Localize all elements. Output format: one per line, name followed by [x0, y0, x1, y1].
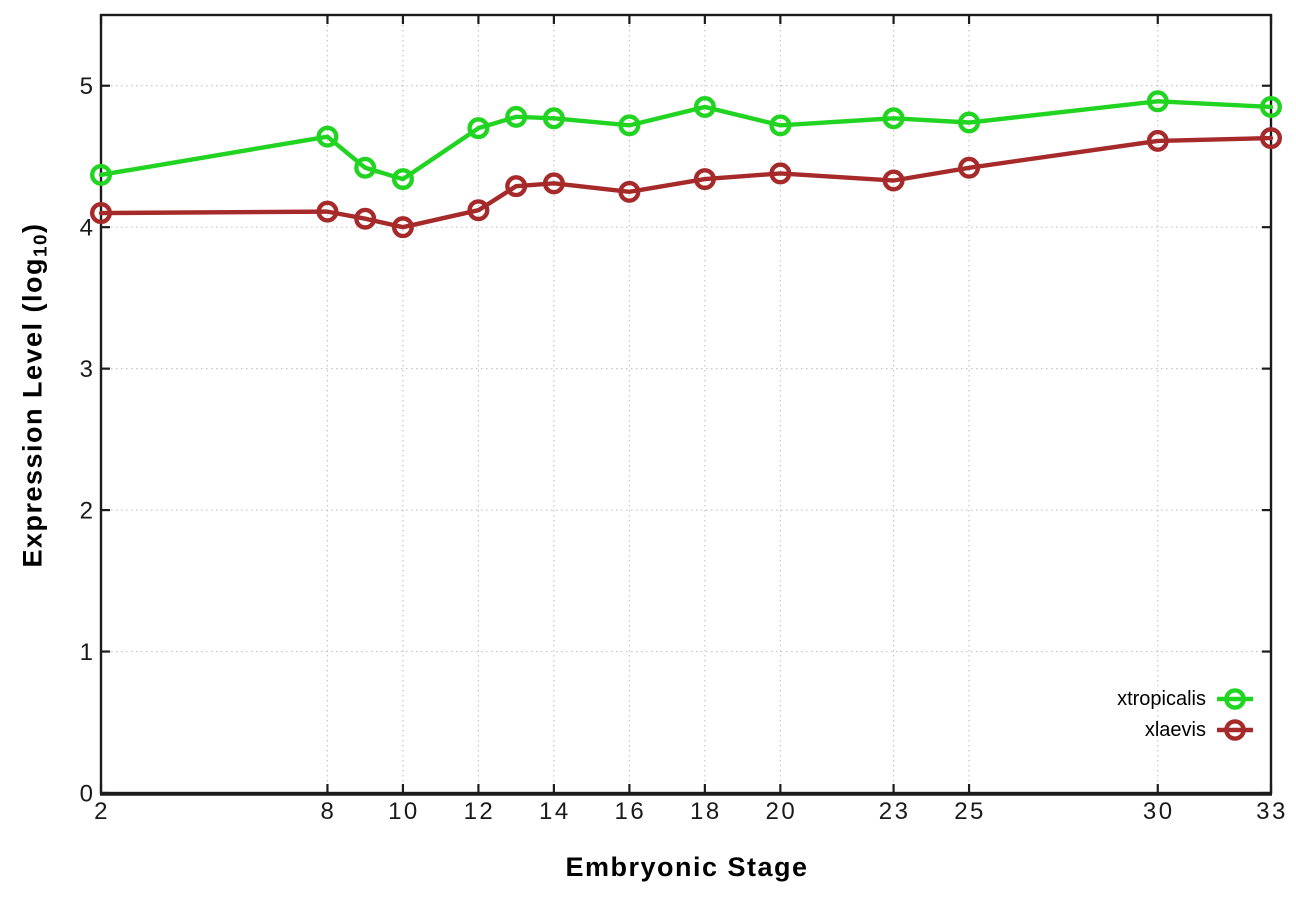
svg-text:0: 0 — [80, 781, 93, 808]
svg-text:4: 4 — [80, 215, 93, 242]
x-axis-label: Embryonic Stage — [565, 852, 809, 882]
plot-border — [99, 13, 1273, 795]
svg-text:10: 10 — [388, 798, 420, 825]
legend-label-xtropicalis: xtropicalis — [1117, 687, 1206, 710]
svg-text:3: 3 — [80, 356, 93, 383]
svg-text:1: 1 — [80, 639, 93, 666]
series-xlaevis — [89, 127, 1282, 239]
legend-item-xtropicalis: xtropicalis — [1117, 684, 1254, 714]
legend-label-xlaevis: xlaevis — [1144, 718, 1206, 741]
svg-text:33: 33 — [1256, 798, 1288, 825]
tick-marks — [99, 15, 1273, 795]
series-xtropicalis — [89, 90, 1282, 191]
svg-text:12: 12 — [464, 798, 496, 825]
svg-text:18: 18 — [690, 798, 722, 825]
svg-text:20: 20 — [766, 798, 798, 825]
svg-text:25: 25 — [954, 798, 986, 825]
y-tick-labels: 0 1 2 3 4 5 — [80, 73, 93, 807]
y-axis-label: Expression Level (log10) — [17, 222, 52, 568]
svg-text:5: 5 — [80, 73, 93, 100]
xtropicalis-line-marker-icon — [1217, 688, 1253, 710]
legend-item-xlaevis: xlaevis — [1145, 715, 1254, 745]
x-tick-labels: 2 8 10 12 14 16 18 20 23 25 30 33 — [94, 798, 1288, 825]
svg-text:16: 16 — [615, 798, 647, 825]
y-axis-label-close-paren: ) — [17, 222, 48, 233]
svg-text:2: 2 — [94, 798, 110, 825]
gridlines — [100, 15, 1272, 793]
svg-text:2: 2 — [80, 498, 93, 525]
y-axis-label-subscript: 10 — [30, 232, 52, 257]
xlaevis-line-marker-icon — [1217, 719, 1253, 741]
y-axis-label-text: Expression Level (log — [17, 256, 48, 568]
svg-text:8: 8 — [321, 798, 337, 825]
svg-text:14: 14 — [539, 798, 571, 825]
svg-text:30: 30 — [1143, 798, 1175, 825]
legend: xtropicalis xlaevis — [1117, 684, 1254, 745]
svg-text:23: 23 — [879, 798, 911, 825]
